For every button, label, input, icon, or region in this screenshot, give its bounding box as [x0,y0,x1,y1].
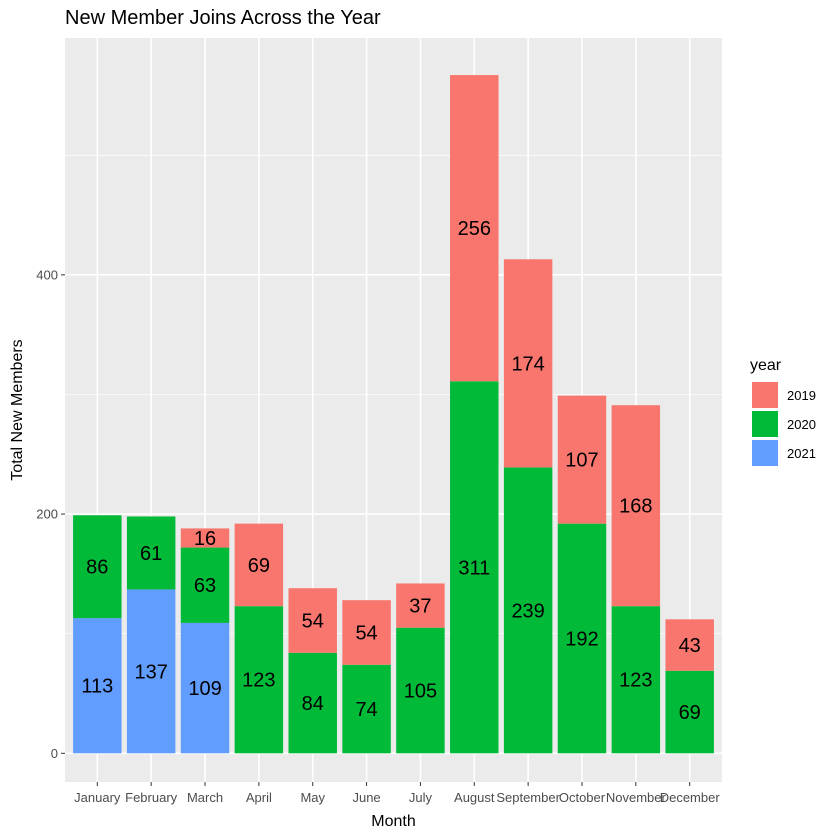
bar-value-label: 63 [194,575,216,597]
x-tick-label: March [187,790,223,805]
bar-value-label: 69 [248,555,270,577]
x-tick-label: June [352,790,380,805]
bar-value-label: 174 [511,353,544,375]
x-tick-label: September [496,790,560,805]
legend-label-2020: 2020 [787,417,816,432]
bar-value-label: 239 [511,600,544,622]
legend-key-2021 [752,440,778,466]
bar-labels: 113 86 137 61 109 63 16 123 69 84 54 74 54 105 37 311 25… [81,218,700,724]
bar-november-2019 [611,405,661,607]
bar-value-label: 192 [565,628,598,650]
x-tick-label: February [125,790,178,805]
bar-march-2020 [180,547,230,623]
bar-june-2019 [342,600,391,665]
x-tick-label: April [246,790,272,805]
bar-december-2019 [665,619,714,671]
legend-key-2019 [752,382,778,408]
bar-december-2020 [665,670,714,754]
legend-label-2019: 2019 [787,388,816,403]
bar-march-2019 [180,528,230,548]
x-axis: January February March April May June July Augu… [74,782,720,805]
bar-july-2019 [396,583,445,628]
y-tick-label: 200 [36,507,58,522]
bar-value-label: 105 [404,680,437,702]
bar-value-label: 311 [458,557,490,579]
bar-april-2020 [234,606,284,754]
bar-may-2020 [288,652,337,754]
bar-january-2021 [73,618,122,754]
legend-label-2021: 2021 [787,446,816,461]
bar-march-2021 [180,622,230,754]
bar-february-2021 [126,589,176,754]
bar-value-label: 74 [355,699,377,721]
bar-may-2019 [288,588,337,653]
bar-value-label: 107 [565,450,598,472]
bar-value-label: 137 [134,661,167,683]
bar-september-2019 [503,259,553,468]
y-tick-label: 0 [51,746,58,761]
x-tick-label: May [300,790,325,805]
bar-value-label: 113 [81,676,113,698]
bar-value-label: 54 [302,611,324,633]
bar-july-2020 [396,627,445,754]
bar-value-label: 37 [409,596,431,618]
bar-august-2019 [450,75,499,382]
bars [73,75,714,754]
bar-value-label: 69 [679,702,701,724]
y-axis-title: Total New Members [9,339,26,480]
bar-value-label: 84 [302,693,324,715]
bar-value-label: 168 [619,496,652,518]
bar-october-2019 [557,395,607,524]
x-tick-label: October [559,790,606,805]
bar-value-label: 256 [458,218,491,240]
legend-title: year [750,357,782,374]
bar-value-label: 16 [194,528,216,550]
bar-october-2020 [557,523,607,754]
bar-april-2019 [234,523,284,607]
bar-value-label: 43 [679,635,701,657]
bar-january-2020 [73,515,122,619]
legend: year 2019 2020 2021 [750,357,816,466]
chart-title: New Member Joins Across the Year [65,7,381,29]
bar-june-2020 [342,664,391,754]
y-tick-label: 400 [36,267,58,282]
bar-november-2020 [611,606,661,754]
bar-september-2020 [503,467,553,754]
bar-value-label: 123 [242,670,275,692]
x-tick-label: January [74,790,121,805]
x-tick-label: August [454,790,495,805]
bar-value-label: 86 [86,557,108,579]
bar-august-2020 [450,381,499,754]
x-tick-label: July [409,790,433,805]
x-tick-label: December [660,790,721,805]
bar-value-label: 123 [619,670,652,692]
bar-value-label: 109 [188,678,221,700]
bar-value-label: 61 [140,543,162,565]
x-tick-label: November [606,790,667,805]
bar-february-2020 [126,516,176,590]
bar-value-label: 54 [355,622,377,644]
x-axis-title: Month [371,813,415,830]
y-axis: 0 200 400 [36,267,65,761]
legend-key-2020 [752,411,778,437]
